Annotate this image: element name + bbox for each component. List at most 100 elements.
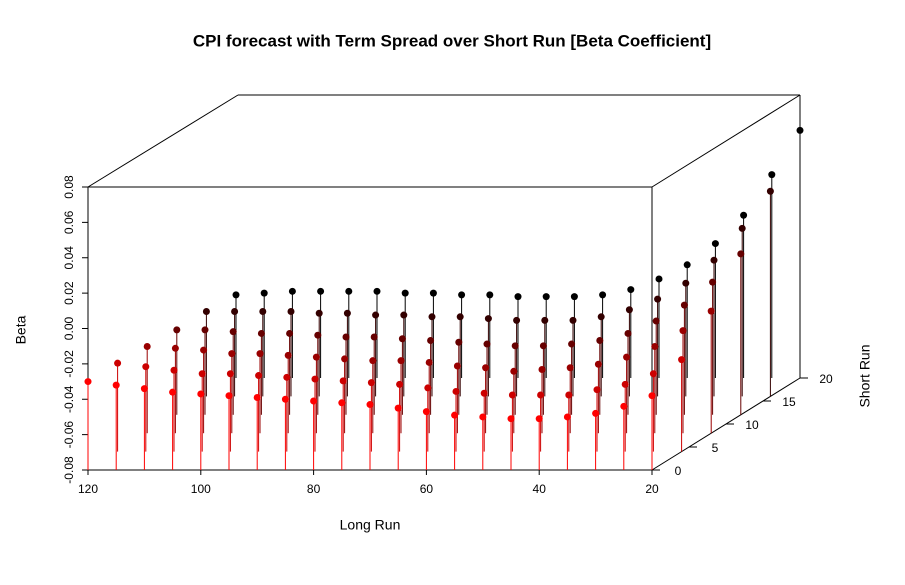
point (170, 366, 178, 374)
point (367, 379, 375, 387)
z-tick-label: 0.06 (62, 210, 76, 234)
point (315, 309, 323, 317)
y-tick-label: 5 (712, 441, 719, 455)
z-tick-label: -0.06 (62, 421, 76, 449)
point (143, 343, 151, 351)
point (679, 327, 687, 335)
box (87, 94, 801, 471)
point (482, 364, 490, 372)
point (652, 317, 660, 325)
point (453, 362, 461, 370)
point (535, 415, 543, 423)
point (366, 401, 374, 409)
point (253, 393, 261, 401)
point (592, 409, 600, 417)
point (281, 395, 289, 403)
z-tick-label: -0.04 (62, 385, 76, 413)
point (171, 344, 179, 352)
point (513, 316, 521, 324)
point (597, 313, 605, 321)
point (425, 358, 433, 366)
point (84, 378, 92, 386)
point (372, 311, 380, 319)
y-tick-label: 10 (745, 418, 759, 432)
point (563, 413, 571, 421)
point (539, 342, 547, 350)
point (231, 308, 239, 315)
point (257, 329, 265, 337)
point (394, 404, 402, 412)
point (565, 391, 573, 399)
point (314, 331, 322, 339)
z-tick-label: 0.02 (62, 281, 76, 305)
point (260, 289, 268, 297)
point (566, 364, 574, 372)
point (458, 291, 466, 299)
point (225, 392, 233, 400)
point (538, 366, 546, 374)
point (114, 359, 122, 367)
point (397, 357, 405, 365)
point (541, 316, 549, 324)
point (568, 340, 576, 348)
point (428, 313, 436, 321)
point (627, 286, 635, 294)
point (284, 351, 292, 359)
x-tick-label: 20 (645, 482, 659, 496)
point (452, 387, 460, 395)
z-axis-label: Beta (13, 315, 29, 344)
point (569, 316, 577, 324)
point (507, 415, 515, 423)
point (338, 399, 346, 407)
point (648, 392, 656, 400)
point (620, 402, 628, 410)
point (479, 413, 487, 421)
z-tick-label: 0.08 (62, 175, 76, 199)
point (594, 360, 602, 368)
point (740, 211, 748, 219)
point (514, 293, 522, 301)
point (226, 370, 234, 378)
point (570, 293, 578, 301)
x-tick-label: 40 (533, 482, 547, 496)
point (709, 278, 717, 286)
point (342, 333, 350, 341)
point (738, 224, 746, 232)
point (711, 240, 719, 248)
point (345, 287, 353, 295)
point (737, 250, 745, 258)
point (373, 287, 381, 295)
point (649, 370, 657, 378)
point (678, 356, 686, 364)
z-tick-label: 0.04 (62, 246, 76, 270)
point (398, 335, 406, 343)
point (140, 385, 148, 393)
y-tick-label: 20 (819, 372, 833, 386)
point (796, 126, 804, 134)
point (424, 384, 432, 392)
point (396, 380, 404, 388)
y-tick-label: 0 (675, 464, 682, 478)
point (198, 370, 206, 378)
point (422, 408, 430, 416)
point (511, 342, 519, 350)
point (401, 289, 409, 297)
point (766, 187, 774, 195)
point (455, 338, 463, 346)
x-tick-label: 100 (191, 482, 211, 496)
point (621, 380, 629, 388)
point (623, 353, 631, 361)
point (451, 411, 459, 419)
point (510, 367, 518, 375)
point (228, 350, 236, 358)
point (169, 388, 177, 396)
point (339, 377, 347, 385)
point (682, 279, 690, 287)
point (480, 389, 488, 397)
point (593, 386, 601, 394)
point (400, 311, 408, 319)
point (341, 355, 349, 363)
point (286, 329, 294, 337)
point (173, 326, 181, 334)
